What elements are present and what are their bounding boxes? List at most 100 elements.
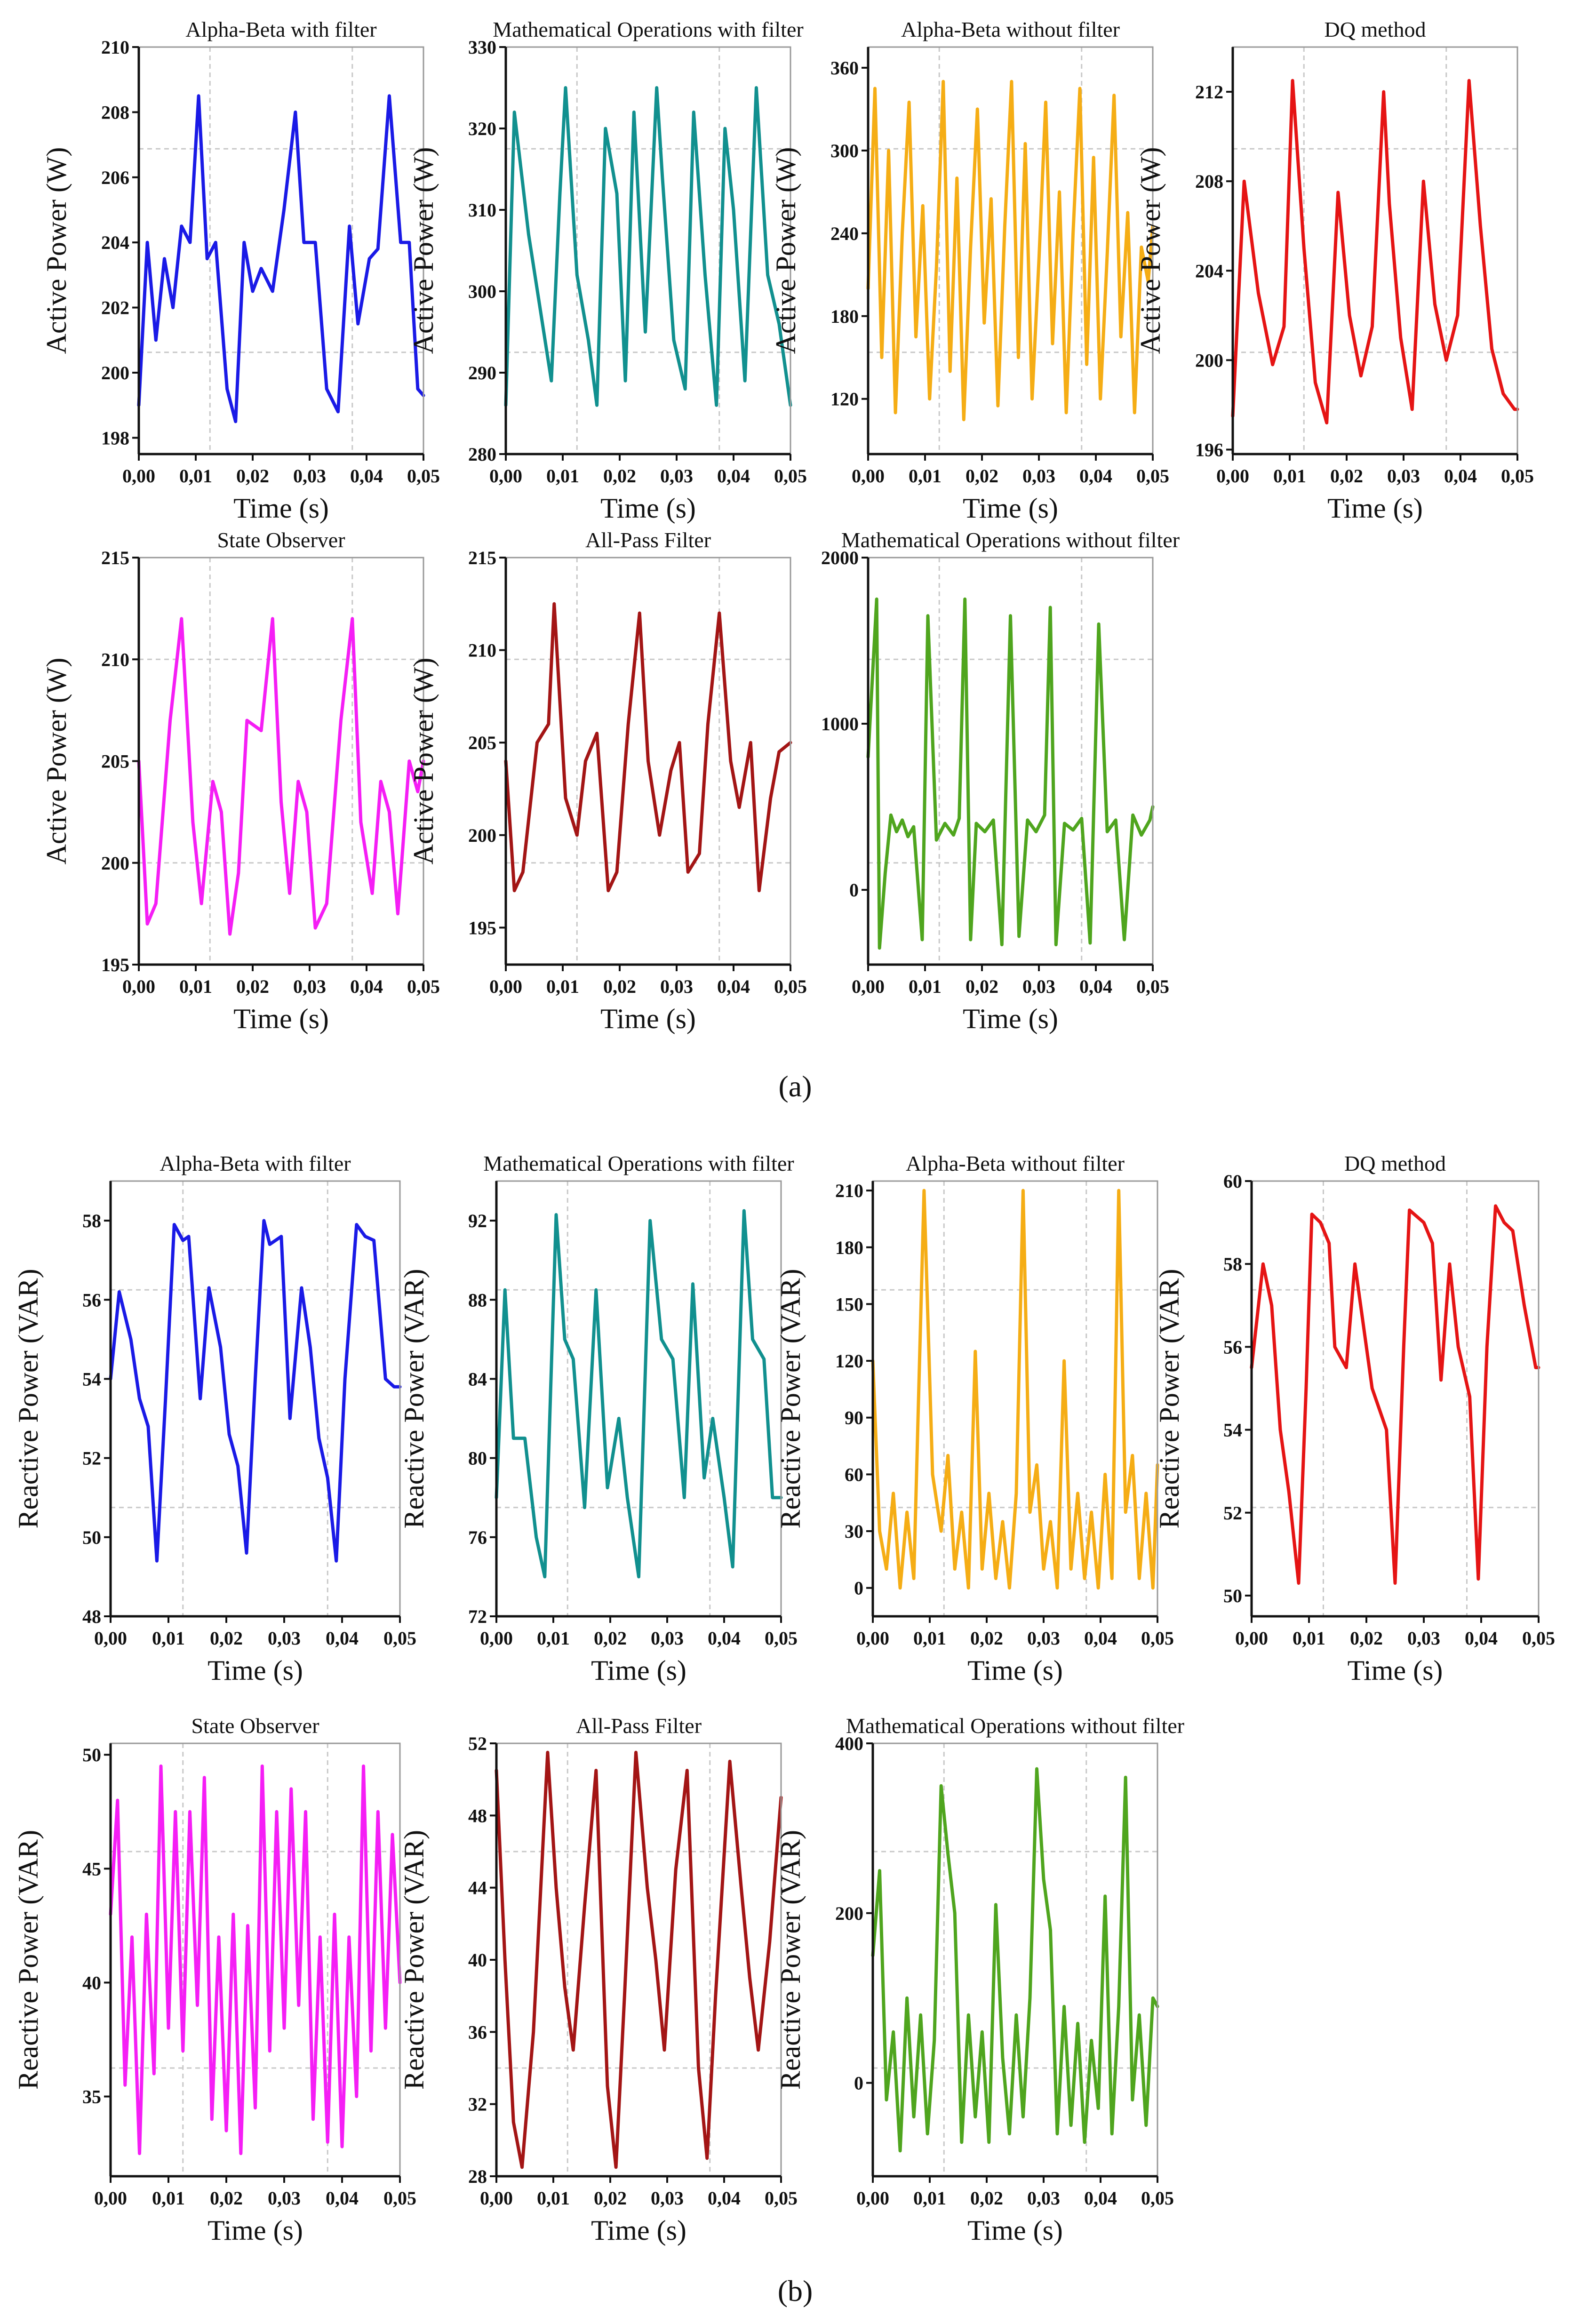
y-tick-label: 200 bbox=[1195, 350, 1223, 371]
series-line bbox=[495, 1750, 783, 2169]
x-tick-label: 0,01 bbox=[913, 1628, 946, 1649]
y-tick-label: 0 bbox=[854, 2073, 863, 2094]
y-tick-label: 58 bbox=[82, 1210, 101, 1231]
y-tick-label: 92 bbox=[468, 1210, 487, 1231]
y-tick-label: 205 bbox=[468, 732, 496, 753]
y-tick-label: 52 bbox=[1223, 1502, 1242, 1524]
x-tick-label: 0,05 bbox=[774, 976, 807, 997]
x-tick-label: 0,01 bbox=[537, 1628, 570, 1649]
panel-label-a: (a) bbox=[778, 1070, 812, 1103]
chart-title: All-Pass Filter bbox=[576, 1714, 702, 1738]
chart-title: Alpha-Beta without filter bbox=[901, 17, 1120, 41]
chart-title: DQ method bbox=[1344, 1151, 1446, 1175]
y-tick-label: 210 bbox=[101, 649, 129, 670]
y-axis-label: Reactive Power (VAR) bbox=[13, 1830, 44, 2090]
chart-title: State Observer bbox=[191, 1714, 319, 1738]
y-axis-label: Reactive Power (VAR) bbox=[13, 1269, 44, 1528]
y-tick-label: 60 bbox=[845, 1464, 863, 1485]
y-tick-label: 204 bbox=[1195, 260, 1223, 281]
chart-11: 0,00 0,01 0,02 0,03 0,04 0,05 50 52 54 56 58 60 DQ m… bbox=[1154, 1151, 1555, 1686]
chart-title: All-Pass Filter bbox=[585, 528, 711, 552]
y-tick-label: 200 bbox=[468, 825, 496, 846]
y-tick-label: 52 bbox=[468, 1733, 487, 1754]
x-tick-label: 0,05 bbox=[765, 2188, 798, 2209]
y-tick-label: 215 bbox=[101, 547, 129, 568]
y-tick-label: 50 bbox=[82, 1527, 101, 1548]
x-tick-label: 0,03 bbox=[1027, 2188, 1060, 2209]
y-tick-label: 212 bbox=[1195, 81, 1223, 103]
y-axis-label: Active Power (W) bbox=[408, 658, 439, 865]
x-tick-label: 0,05 bbox=[1136, 976, 1169, 997]
x-tick-label: 0,04 bbox=[1444, 465, 1477, 487]
x-tick-label: 0,04 bbox=[1079, 465, 1112, 487]
x-tick-label: 0,01 bbox=[537, 2188, 570, 2209]
x-axis-label: Time (s) bbox=[1327, 493, 1423, 524]
y-tick-label: 54 bbox=[82, 1368, 101, 1390]
x-tick-label: 0,00 bbox=[1216, 465, 1249, 487]
x-tick-label: 0,02 bbox=[970, 2188, 1003, 2209]
x-axis-label: Time (s) bbox=[963, 1003, 1058, 1034]
x-axis-label: Time (s) bbox=[600, 1003, 696, 1034]
y-tick-label: 120 bbox=[835, 1350, 863, 1372]
x-tick-label: 0,01 bbox=[913, 2188, 946, 2209]
x-tick-label: 0,04 bbox=[708, 2188, 741, 2209]
x-tick-label: 0,05 bbox=[407, 465, 440, 487]
x-tick-label: 0,04 bbox=[1079, 976, 1112, 997]
y-tick-label: 50 bbox=[1223, 1585, 1242, 1606]
x-axis-label: Time (s) bbox=[967, 2215, 1063, 2246]
y-tick-label: 52 bbox=[82, 1448, 101, 1469]
x-axis-label: Time (s) bbox=[963, 493, 1058, 524]
y-tick-label: 200 bbox=[101, 362, 129, 383]
y-axis-label: Active Power (W) bbox=[41, 658, 72, 865]
x-tick-label: 0,00 bbox=[94, 2188, 127, 2209]
y-tick-label: 195 bbox=[468, 917, 496, 938]
x-tick-label: 0,04 bbox=[350, 465, 383, 487]
y-tick-label: 30 bbox=[845, 1521, 863, 1542]
x-axis-label: Time (s) bbox=[233, 1003, 329, 1034]
x-tick-label: 0,04 bbox=[1084, 1628, 1117, 1649]
y-tick-label: 32 bbox=[468, 2094, 487, 2115]
y-tick-label: 90 bbox=[845, 1407, 863, 1429]
y-axis-label: Active Power (W) bbox=[408, 147, 439, 354]
series-line bbox=[871, 1189, 1159, 1590]
y-axis-label: Reactive Power (VAR) bbox=[399, 1830, 430, 2090]
x-tick-label: 0,04 bbox=[350, 976, 383, 997]
x-tick-label: 0,00 bbox=[480, 2188, 513, 2209]
x-tick-label: 0,05 bbox=[407, 976, 440, 997]
y-tick-label: 1000 bbox=[821, 713, 859, 735]
series-line bbox=[504, 602, 792, 893]
x-tick-label: 0,02 bbox=[236, 465, 269, 487]
chart-4: 0,00 0,01 0,02 0,03 0,04 0,05 196 200 204 208 212 D… bbox=[1135, 17, 1534, 524]
y-tick-label: 196 bbox=[1195, 439, 1223, 460]
series-line bbox=[866, 80, 1155, 422]
x-axis-label: Time (s) bbox=[591, 1655, 686, 1686]
y-tick-label: 54 bbox=[1223, 1420, 1242, 1441]
x-tick-label: 0,05 bbox=[1136, 465, 1169, 487]
x-tick-label: 0,00 bbox=[852, 976, 885, 997]
x-tick-label: 0,03 bbox=[1387, 465, 1420, 487]
x-tick-label: 0,02 bbox=[594, 2188, 627, 2209]
x-tick-label: 0,05 bbox=[1141, 1628, 1174, 1649]
x-tick-label: 0,05 bbox=[1141, 2188, 1174, 2209]
x-tick-label: 0,00 bbox=[480, 1628, 513, 1649]
x-tick-label: 0,05 bbox=[774, 465, 807, 487]
x-tick-label: 0,00 bbox=[122, 976, 155, 997]
chart-title: Mathematical Operations without filter bbox=[841, 528, 1180, 552]
y-tick-label: 205 bbox=[101, 751, 129, 772]
x-axis-label: Time (s) bbox=[967, 1655, 1063, 1686]
y-tick-label: 280 bbox=[468, 444, 496, 465]
y-axis-label: Reactive Power (VAR) bbox=[399, 1269, 430, 1528]
y-axis-label: Reactive Power (VAR) bbox=[775, 1830, 806, 2090]
x-tick-label: 0,02 bbox=[966, 976, 998, 997]
series-line bbox=[1231, 79, 1519, 424]
y-axis-label: Active Power (W) bbox=[41, 147, 72, 354]
x-tick-label: 0,02 bbox=[1350, 1628, 1383, 1649]
x-tick-label: 0,00 bbox=[856, 2188, 889, 2209]
x-tick-label: 0,03 bbox=[1022, 465, 1055, 487]
y-tick-label: 240 bbox=[830, 223, 859, 244]
y-tick-label: 300 bbox=[830, 140, 859, 161]
series-line bbox=[109, 1219, 402, 1563]
x-tick-label: 0,03 bbox=[268, 1628, 301, 1649]
chart-1: 0,00 0,01 0,02 0,03 0,04 0,05 198 200 202 204 206 2… bbox=[41, 17, 440, 524]
x-tick-label: 0,04 bbox=[717, 465, 750, 487]
